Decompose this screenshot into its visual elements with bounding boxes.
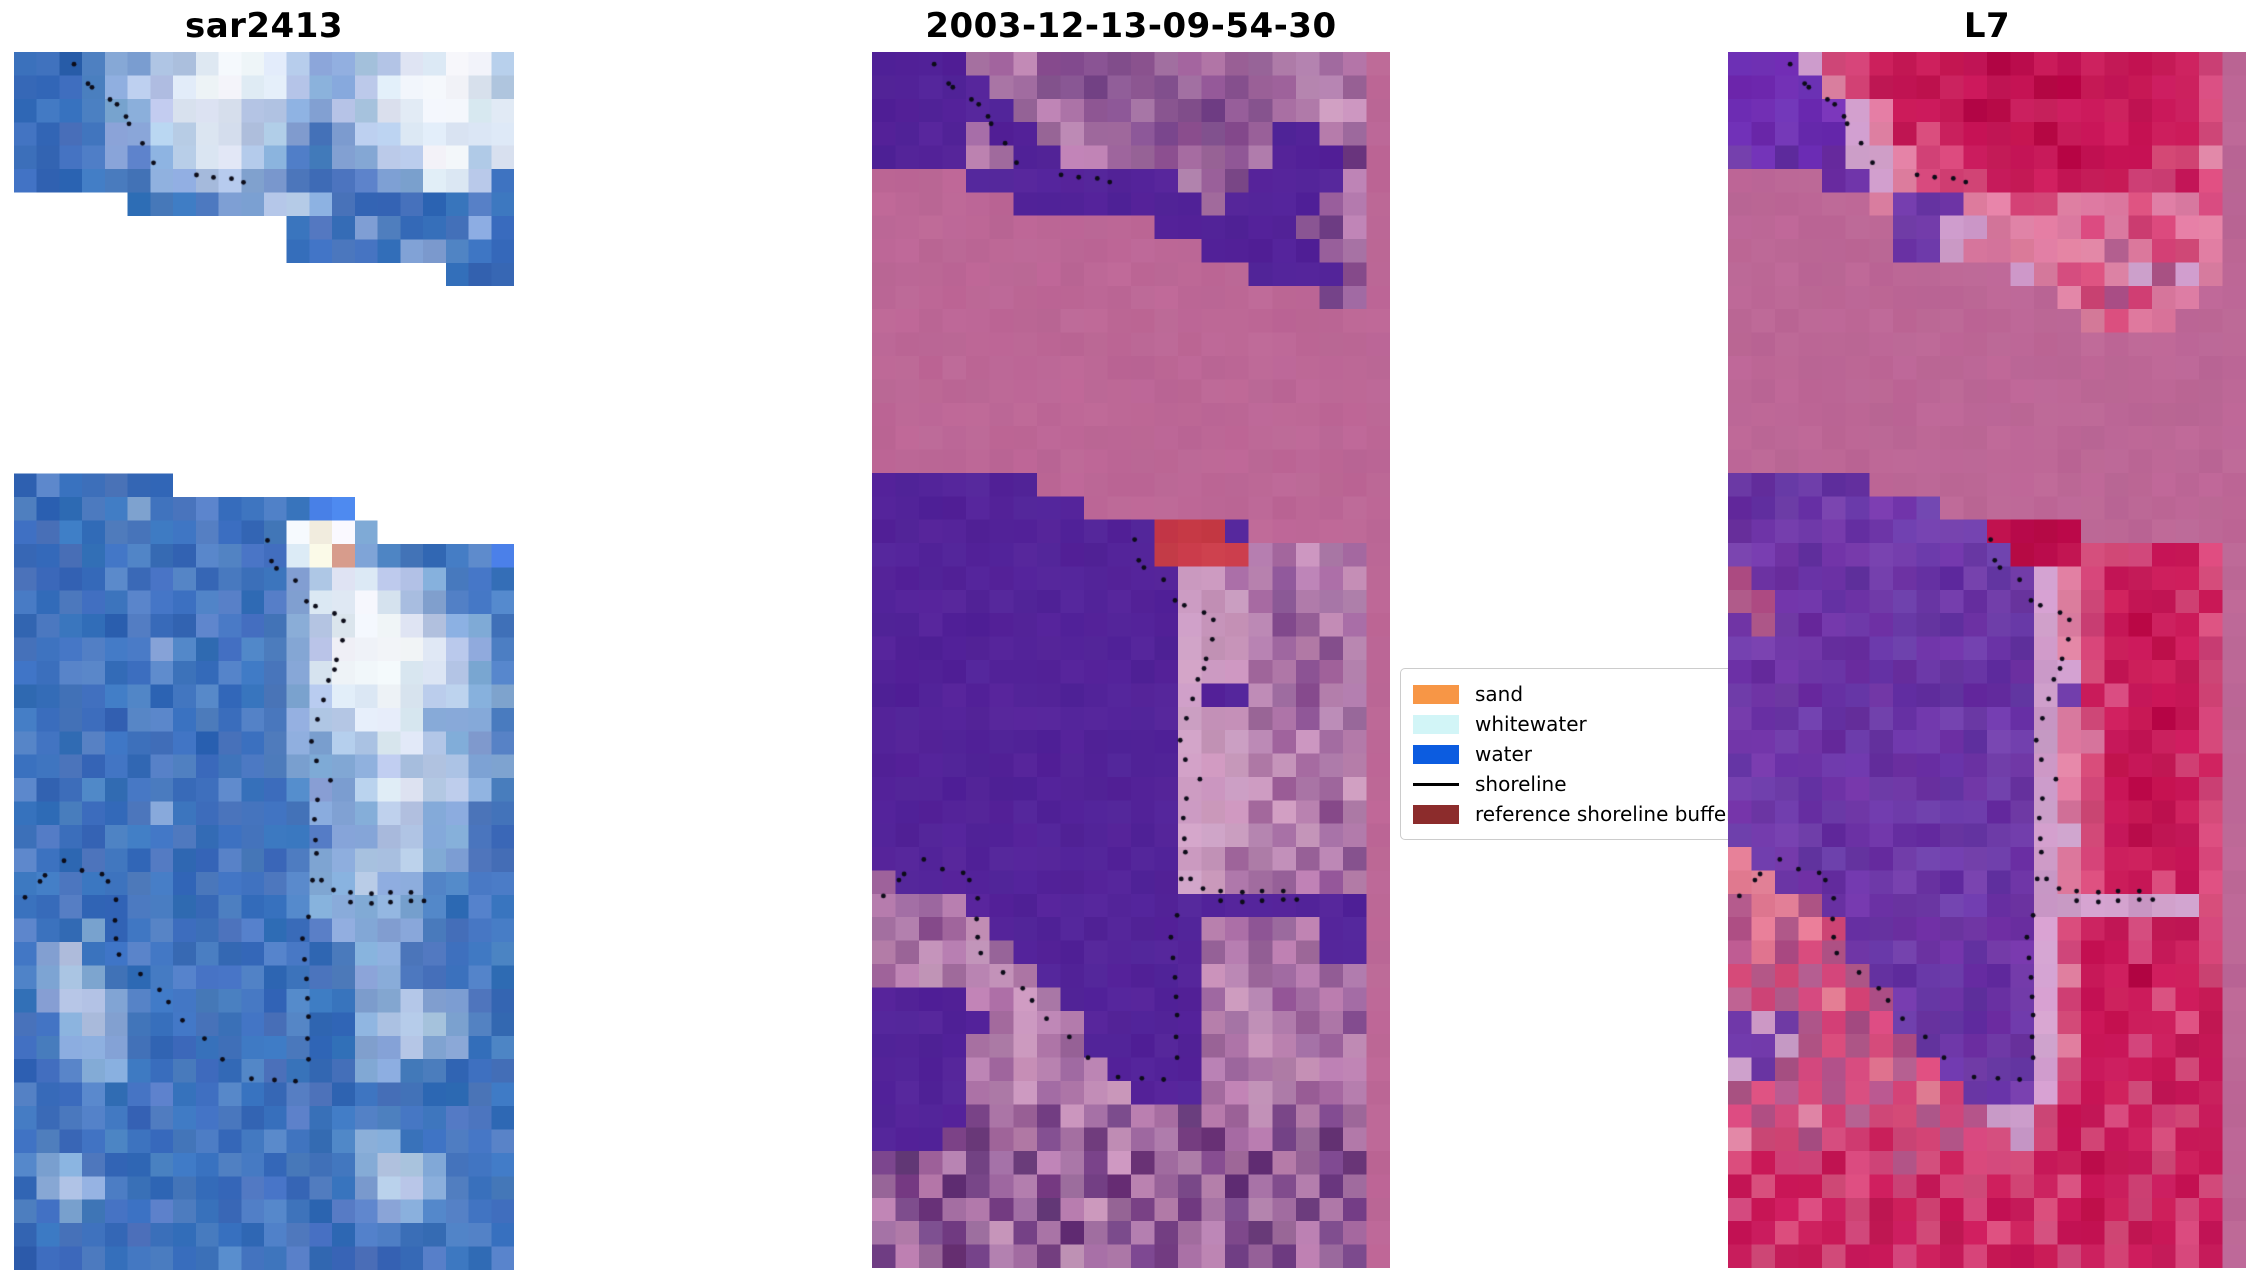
water-color-swatch-icon [1413, 744, 1459, 764]
reference-buffer-color-swatch-icon [1413, 804, 1459, 824]
legend-label-reference-buffer: reference shoreline buffer [1475, 802, 1735, 826]
legend-label-shoreline: shoreline [1475, 772, 1567, 796]
l7-image-panel [1728, 52, 2246, 1268]
shoreline-line-icon [1413, 782, 1459, 786]
panel-title-sar2413: sar2413 [184, 6, 344, 46]
sand-color-swatch-icon [1413, 684, 1459, 704]
classified-image-panel [872, 52, 1390, 1268]
whitewater-color-swatch-icon [1413, 714, 1459, 734]
legend-label-water: water [1475, 742, 1532, 766]
legend-label-whitewater: whitewater [1475, 712, 1587, 736]
panel-title-classified-date: 2003-12-13-09-54-30 [925, 6, 1337, 46]
panel-title-l7: L7 [1963, 6, 2011, 46]
sar-image-panel [14, 52, 514, 1270]
legend-label-sand: sand [1475, 682, 1524, 706]
